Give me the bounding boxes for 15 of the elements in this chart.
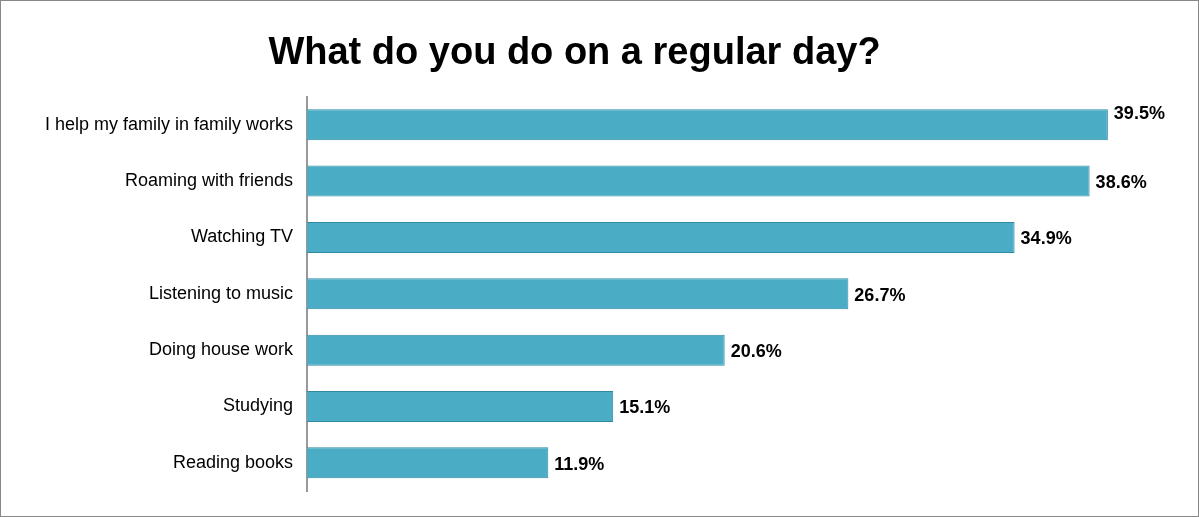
- y-tick-label: Studying: [222, 395, 294, 416]
- y-tick-label: Listening to music: [148, 282, 294, 303]
- data-label: 15.1%: [619, 397, 671, 418]
- data-label: 38.6%: [1095, 172, 1147, 193]
- data-label: 11.9%: [554, 453, 605, 474]
- y-tick-label: Roaming with friends: [124, 170, 294, 191]
- data-label: 34.9%: [1020, 228, 1072, 249]
- data-label: 20.6%: [730, 341, 782, 362]
- y-tick-label: Doing house work: [148, 339, 295, 360]
- data-label: 39.5%: [1113, 102, 1165, 123]
- y-tick-label: Reading books: [172, 451, 294, 472]
- chart-title: What do you do on a regular day?: [268, 30, 881, 73]
- y-tick-label: Watching TV: [191, 226, 294, 247]
- data-label: 26.7%: [854, 284, 906, 305]
- y-tick-label: I help my family in family works: [44, 113, 294, 134]
